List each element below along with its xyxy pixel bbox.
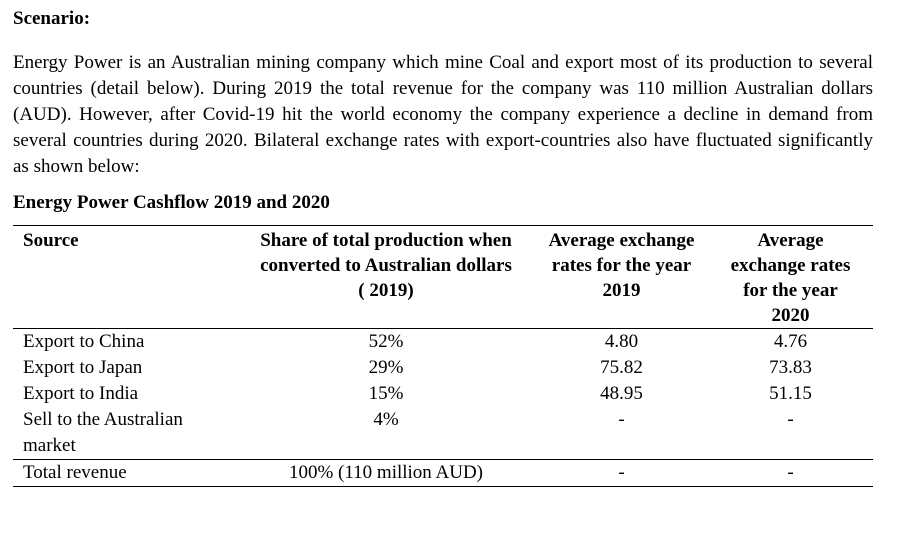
- header-rate-2020: Average exchange rates for the year 2020: [730, 230, 851, 326]
- table-header-row: Source Share of total production when co…: [13, 225, 873, 329]
- row-source: Sell to the Australian market: [23, 409, 183, 456]
- row-rate-2020: 4.76: [773, 331, 808, 352]
- row-share: 29%: [368, 357, 404, 378]
- row-source: Export to China: [23, 331, 145, 352]
- total-label: Total revenue: [23, 462, 127, 483]
- total-rate-2019: -: [618, 462, 625, 483]
- table-row: Export to Japan 29% 75.82 73.83: [13, 355, 873, 381]
- table-total-row: Total revenue 100% (110 million AUD) - -: [13, 459, 873, 487]
- cashflow-table: Source Share of total production when co…: [13, 225, 873, 487]
- document-page: Scenario: Energy Power is an Australian …: [13, 8, 893, 487]
- table-row: Export to India 15% 48.95 51.15: [13, 381, 873, 407]
- row-rate-2020: -: [787, 409, 794, 430]
- row-share: 52%: [368, 331, 404, 352]
- header-share: Share of total production when converted…: [260, 230, 512, 301]
- table-title: Energy Power Cashflow 2019 and 2020: [13, 192, 330, 213]
- row-share: 4%: [373, 409, 399, 430]
- row-share: 15%: [368, 383, 404, 404]
- row-rate-2020: 51.15: [769, 383, 812, 404]
- table-row: Export to China 52% 4.80 4.76: [13, 329, 873, 356]
- row-rate-2019: 4.80: [604, 331, 639, 352]
- total-share: 100% (110 million AUD): [288, 462, 484, 483]
- row-source: Export to Japan: [23, 357, 143, 378]
- row-source: Export to India: [23, 383, 139, 404]
- scenario-paragraph: Energy Power is an Australian mining com…: [13, 52, 873, 177]
- row-rate-2020: 73.83: [769, 357, 812, 378]
- header-source: Source: [23, 230, 79, 251]
- scenario-heading: Scenario:: [13, 8, 91, 29]
- row-rate-2019: -: [618, 409, 625, 430]
- header-rate-2019: Average exchange rates for the year 2019: [548, 230, 695, 301]
- row-rate-2019: 75.82: [600, 357, 643, 378]
- table-row: Sell to the Australian market 4% - -: [13, 407, 873, 460]
- row-rate-2019: 48.95: [600, 383, 643, 404]
- total-rate-2020: -: [787, 462, 794, 483]
